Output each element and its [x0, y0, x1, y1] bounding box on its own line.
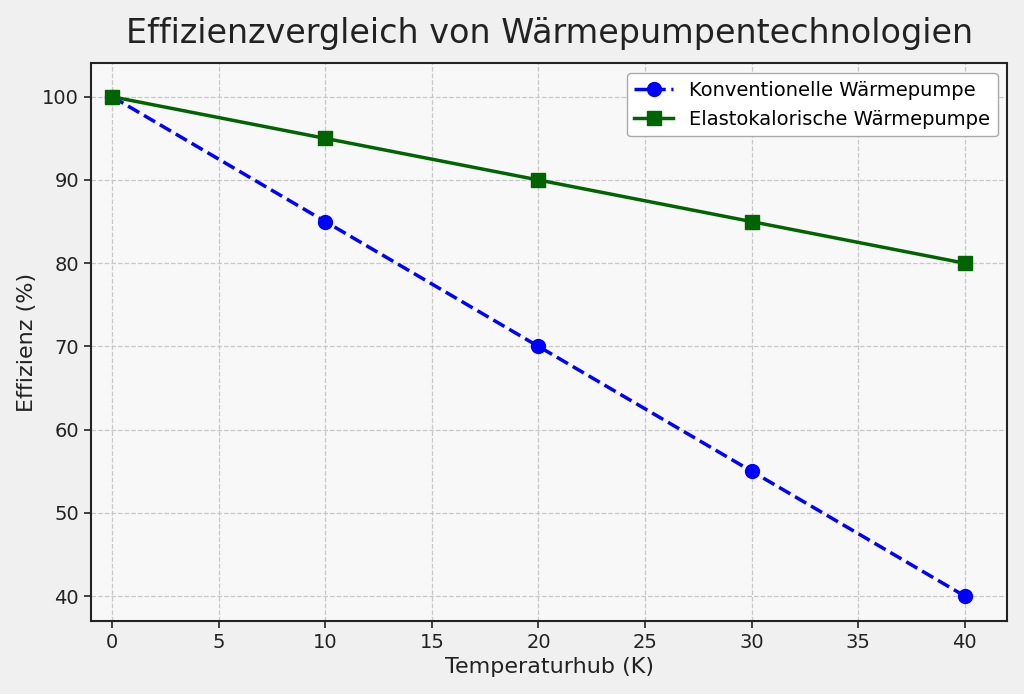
Y-axis label: Effizienz (%): Effizienz (%) [16, 273, 37, 412]
Elastokalorische Wärmepumpe [106, 92, 119, 101]
Konventionelle Wärmepumpe [958, 592, 971, 600]
Title: Effizienzvergleich von Wärmepumpentechnologien: Effizienzvergleich von Wärmepumpentechno… [126, 17, 973, 50]
Legend: Konventionelle Wärmepumpe, Elastokalorische Wärmepumpe: Konventionelle Wärmepumpe, Elastokaloris… [627, 74, 997, 137]
Elastokalorische Wärmepumpe [532, 176, 545, 184]
Elastokalorische Wärmepumpe [319, 134, 332, 142]
Line: Konventionelle Wärmepumpe: Konventionelle Wärmepumpe [105, 90, 972, 603]
Konventionelle Wärmepumpe [532, 342, 545, 350]
Konventionelle Wärmepumpe [745, 467, 758, 475]
Line: Elastokalorische Wärmepumpe: Elastokalorische Wärmepumpe [105, 90, 972, 270]
Konventionelle Wärmepumpe [319, 217, 332, 226]
X-axis label: Temperaturhub (K): Temperaturhub (K) [444, 657, 653, 677]
Elastokalorische Wärmepumpe [745, 217, 758, 226]
Elastokalorische Wärmepumpe [958, 259, 971, 267]
Konventionelle Wärmepumpe [106, 92, 119, 101]
